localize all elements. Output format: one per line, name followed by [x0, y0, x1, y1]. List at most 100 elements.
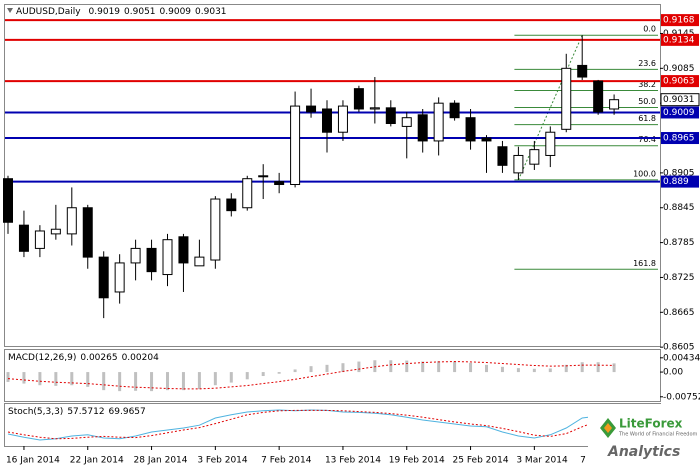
x-tick-label: 13 Feb 2014 — [325, 456, 381, 466]
macd-bar — [389, 360, 393, 373]
candle-body — [194, 256, 205, 267]
macd-bar — [341, 363, 345, 373]
candle-body — [401, 117, 412, 127]
macd-title: MACD(12,26,9) 0.00265 0.00204 — [8, 353, 159, 363]
candle-body — [130, 247, 141, 264]
macd-bar — [548, 368, 552, 373]
fib-label: 38.2 — [638, 80, 656, 89]
candle-body — [306, 105, 317, 113]
menu-icon — [7, 8, 13, 13]
y-tick-label: 0.00434 — [663, 353, 700, 363]
y-tick-label: -0.00752 — [663, 392, 700, 402]
macd-bar — [564, 364, 568, 373]
macd-bar — [38, 372, 42, 386]
macd-bar — [596, 362, 600, 373]
candle-body — [609, 99, 620, 110]
price-box — [660, 93, 700, 107]
macd-bar — [485, 364, 488, 373]
macd-bar — [309, 366, 313, 373]
level-label: 0.8965 — [663, 134, 695, 144]
candle-body — [577, 64, 588, 78]
candle-body — [3, 178, 13, 223]
level-box — [661, 75, 699, 88]
y-tick-label: 0.8665 — [663, 308, 695, 318]
x-tick-label: 19 Feb 2014 — [389, 456, 445, 466]
macd-bar — [166, 372, 169, 391]
y-tick-label: 0.8605 — [663, 343, 695, 353]
y-tick-label: 0.9085 — [663, 64, 695, 74]
candle-body — [226, 198, 237, 212]
candle-body — [385, 107, 396, 125]
x-tick-label: 16 Jan 2014 — [6, 456, 60, 466]
candle-body — [162, 239, 173, 276]
candle-body — [529, 149, 540, 165]
macd-bar — [261, 372, 265, 377]
x-tick-label: 7 Feb 2014 — [261, 456, 312, 466]
candle-body — [114, 262, 125, 293]
macd-bar — [245, 372, 249, 380]
candle-body — [497, 146, 508, 166]
macd-bar — [516, 368, 520, 373]
candle-body — [178, 236, 189, 264]
candle-body — [242, 178, 253, 209]
level-box — [661, 106, 699, 119]
y-tick-label: 0.8725 — [663, 273, 695, 283]
macd-bar — [357, 361, 361, 373]
y-tick-label: 0.8845 — [663, 203, 695, 213]
main-pane — [4, 4, 661, 347]
macd-bar — [6, 372, 10, 382]
candle-body — [465, 117, 476, 142]
macd-bar — [500, 366, 504, 373]
candle-body — [337, 105, 348, 133]
candle-body — [353, 88, 364, 110]
candle-body — [433, 102, 444, 142]
macd-bar — [405, 360, 409, 373]
macd-bar — [22, 372, 26, 384]
candle-body — [290, 105, 301, 186]
candle-body — [369, 107, 380, 110]
level-label: 0.9134 — [663, 35, 695, 45]
macd-bar — [293, 369, 297, 373]
macd-bar — [70, 372, 74, 386]
x-tick-label: 25 Feb 2014 — [453, 456, 509, 466]
stoch-main — [7, 409, 615, 441]
logo-background — [588, 404, 700, 472]
macd-bar — [150, 372, 154, 392]
logo-name: LiteForex — [619, 417, 683, 431]
fib-label: 76.4 — [638, 135, 656, 144]
macd-pane — [4, 349, 661, 402]
macd-bar — [469, 362, 473, 373]
level-box — [661, 132, 699, 145]
y-tick-label: 0.00 — [663, 368, 683, 378]
fib-label: 61.8 — [638, 114, 656, 123]
logo-product: Analytics — [607, 444, 680, 460]
macd-bar — [197, 372, 201, 390]
fib-label: 0.0 — [643, 25, 656, 34]
chart-title: AUDUSD,Daily 0.9019 0.9051 0.9009 0.9031 — [16, 7, 227, 17]
stoch-title: Stoch(5,3,3) 57.5712 69.9657 — [8, 407, 146, 417]
candle-body — [449, 102, 460, 119]
candle-body — [417, 114, 428, 142]
macd-bar — [86, 372, 90, 387]
logo: LiteForex The World of Financial Freedom… — [588, 404, 700, 472]
fib-label: 50.0 — [638, 97, 656, 106]
macd-bar — [580, 362, 584, 373]
level-box — [661, 33, 699, 46]
x-tick-label: 28 Jan 2014 — [134, 456, 188, 466]
macd-bar — [421, 361, 425, 373]
macd-bar — [325, 364, 329, 373]
candle-body — [146, 247, 157, 273]
x-tick-label: 3 Mar 2014 — [516, 456, 568, 466]
candle-body — [98, 256, 109, 299]
macd-bar — [437, 361, 441, 373]
macd-bar — [453, 361, 457, 373]
candle-body — [513, 154, 524, 174]
y-tick-label: 0.8785 — [663, 238, 695, 248]
macd-bar — [181, 372, 185, 391]
macd-bar — [54, 372, 58, 386]
candle-body — [561, 67, 572, 130]
candle-body — [593, 80, 604, 113]
macd-bar — [532, 368, 536, 373]
